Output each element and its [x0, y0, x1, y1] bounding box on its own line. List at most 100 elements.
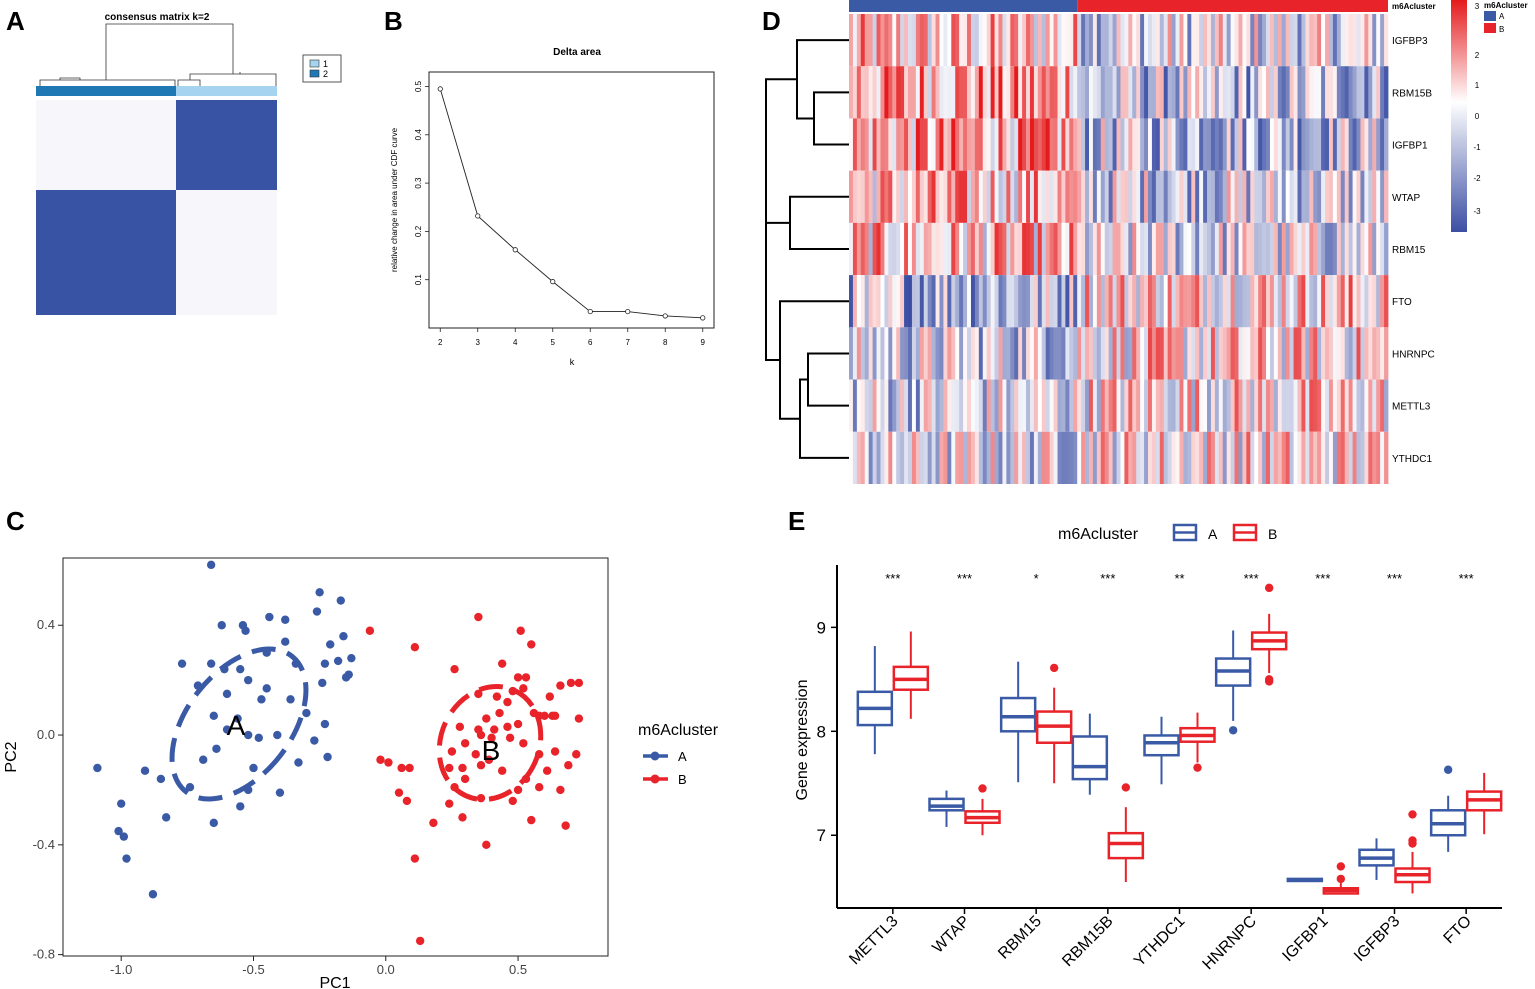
heatmap-cell	[1073, 379, 1078, 432]
y-tick-label: -0.4	[33, 837, 55, 852]
heatmap-cell	[1207, 431, 1212, 484]
pca-point-b	[566, 678, 576, 688]
heatmap-cell	[1006, 118, 1011, 171]
heatmap-cell	[1037, 118, 1043, 171]
heatmap-cell	[1238, 275, 1243, 328]
heatmap-cell	[1026, 327, 1031, 380]
heatmap-cell	[1077, 275, 1082, 328]
legend-point-a	[650, 751, 660, 761]
heatmap-cell	[1301, 431, 1306, 484]
heatmap-cell	[1214, 327, 1220, 380]
heatmap-cell	[1159, 379, 1165, 432]
heatmap-cell	[1018, 118, 1023, 171]
heatmap-cell	[1112, 170, 1117, 223]
heatmap-cell	[1018, 222, 1023, 276]
heatmap-cell	[1140, 14, 1145, 67]
pca-point-b	[429, 818, 438, 828]
heatmap-cell	[1277, 379, 1283, 432]
heatmap-cell	[1049, 14, 1054, 67]
heatmap-cell	[1281, 118, 1287, 171]
heatmap-cell	[935, 14, 940, 67]
heatmap-cell	[1112, 379, 1117, 432]
heatmap-cell	[1277, 222, 1283, 276]
annotation-legend-label-b: B	[1499, 25, 1504, 34]
heatmap-cell	[1006, 275, 1011, 328]
heatmap-cell	[998, 327, 1003, 380]
ellipse-label-a: A	[227, 710, 246, 741]
heatmap-cell	[919, 118, 925, 171]
heatmap-cell	[872, 14, 877, 67]
heatmap-cell	[986, 222, 992, 276]
heatmap-cell	[1081, 66, 1086, 119]
heatmap-cell	[1171, 222, 1176, 276]
heatmap-cell	[1242, 275, 1247, 328]
heatmap-cell	[1120, 379, 1125, 432]
heatmap-cell	[978, 222, 984, 276]
heatmap-cell	[1234, 222, 1239, 276]
heatmap-cell	[1187, 222, 1192, 276]
pca-point-b	[476, 730, 486, 740]
heatmap-cell	[1352, 170, 1357, 223]
heatmap-cell	[1069, 14, 1074, 67]
heatmap-cell	[1273, 275, 1279, 328]
heatmap-cell	[1167, 66, 1173, 119]
heatmap-cell	[1376, 170, 1381, 223]
dendrogram-branch	[789, 195, 849, 250]
heatmap-cell	[1368, 14, 1373, 67]
heatmap-cell	[1100, 275, 1106, 328]
heatmap-cell	[1289, 170, 1294, 223]
heatmap-cell	[1317, 431, 1322, 484]
heatmap-cell	[1262, 327, 1267, 380]
heatmap-cell	[1065, 66, 1070, 119]
x-tick-label: YTHDC1	[1131, 913, 1188, 970]
heatmap-cell	[1242, 170, 1247, 223]
heatmap-cell	[876, 222, 881, 276]
heatmap-cell	[955, 170, 960, 223]
heatmap-cell	[1384, 275, 1389, 328]
y-tick-label: 0.4	[37, 617, 55, 632]
heatmap-cell	[1293, 222, 1298, 276]
heatmap-cell	[904, 327, 909, 380]
dendrogram-branch	[807, 352, 849, 407]
pca-point-a	[286, 695, 295, 704]
heatmap-cell	[1065, 118, 1070, 171]
heatmap-cell	[892, 431, 897, 484]
box-b-rbm15	[1035, 663, 1073, 784]
delta-area-point	[662, 313, 668, 319]
pca-point-b	[376, 755, 385, 764]
heatmap-cell	[1053, 66, 1058, 119]
heatmap-cell	[1100, 14, 1106, 67]
heatmap-cell	[1269, 118, 1275, 171]
heatmap-cell	[856, 170, 862, 223]
heatmap-cell	[1234, 170, 1239, 223]
heatmap-cell	[1352, 275, 1357, 328]
heatmap-cell	[1077, 222, 1082, 276]
heatmap-cell	[1069, 379, 1074, 432]
heatmap-cell	[1360, 275, 1365, 328]
heatmap-cell	[1069, 66, 1074, 119]
heatmap-cell	[1332, 431, 1338, 484]
x-tick-label: 3	[476, 338, 481, 347]
heatmap-cell	[1002, 66, 1007, 119]
heatmap-cell	[1301, 327, 1306, 380]
pca-point-a	[273, 730, 282, 740]
heatmap-cell	[1281, 66, 1287, 119]
pca-point-a	[326, 640, 335, 649]
heatmap-cell	[959, 14, 964, 67]
heatmap-cell	[911, 275, 917, 328]
heatmap-cell	[1364, 14, 1369, 67]
pca-point-b	[482, 840, 491, 850]
heatmap-cell	[1092, 14, 1098, 67]
heatmap-cell	[1081, 379, 1086, 432]
box-a-hnrnpc	[1214, 630, 1252, 735]
heatmap-cell	[1116, 431, 1121, 484]
heatmap-cell	[1203, 222, 1208, 276]
heatmap-cell	[1155, 275, 1161, 328]
heatmap-cell	[1132, 222, 1137, 276]
heatmap-cell	[1104, 14, 1110, 67]
heatmap-cell	[1246, 170, 1251, 223]
heatmap-cell	[943, 118, 948, 171]
heatmap-cell	[1136, 14, 1141, 67]
heatmap-cell	[876, 275, 881, 328]
heatmap-cell	[1332, 222, 1338, 276]
